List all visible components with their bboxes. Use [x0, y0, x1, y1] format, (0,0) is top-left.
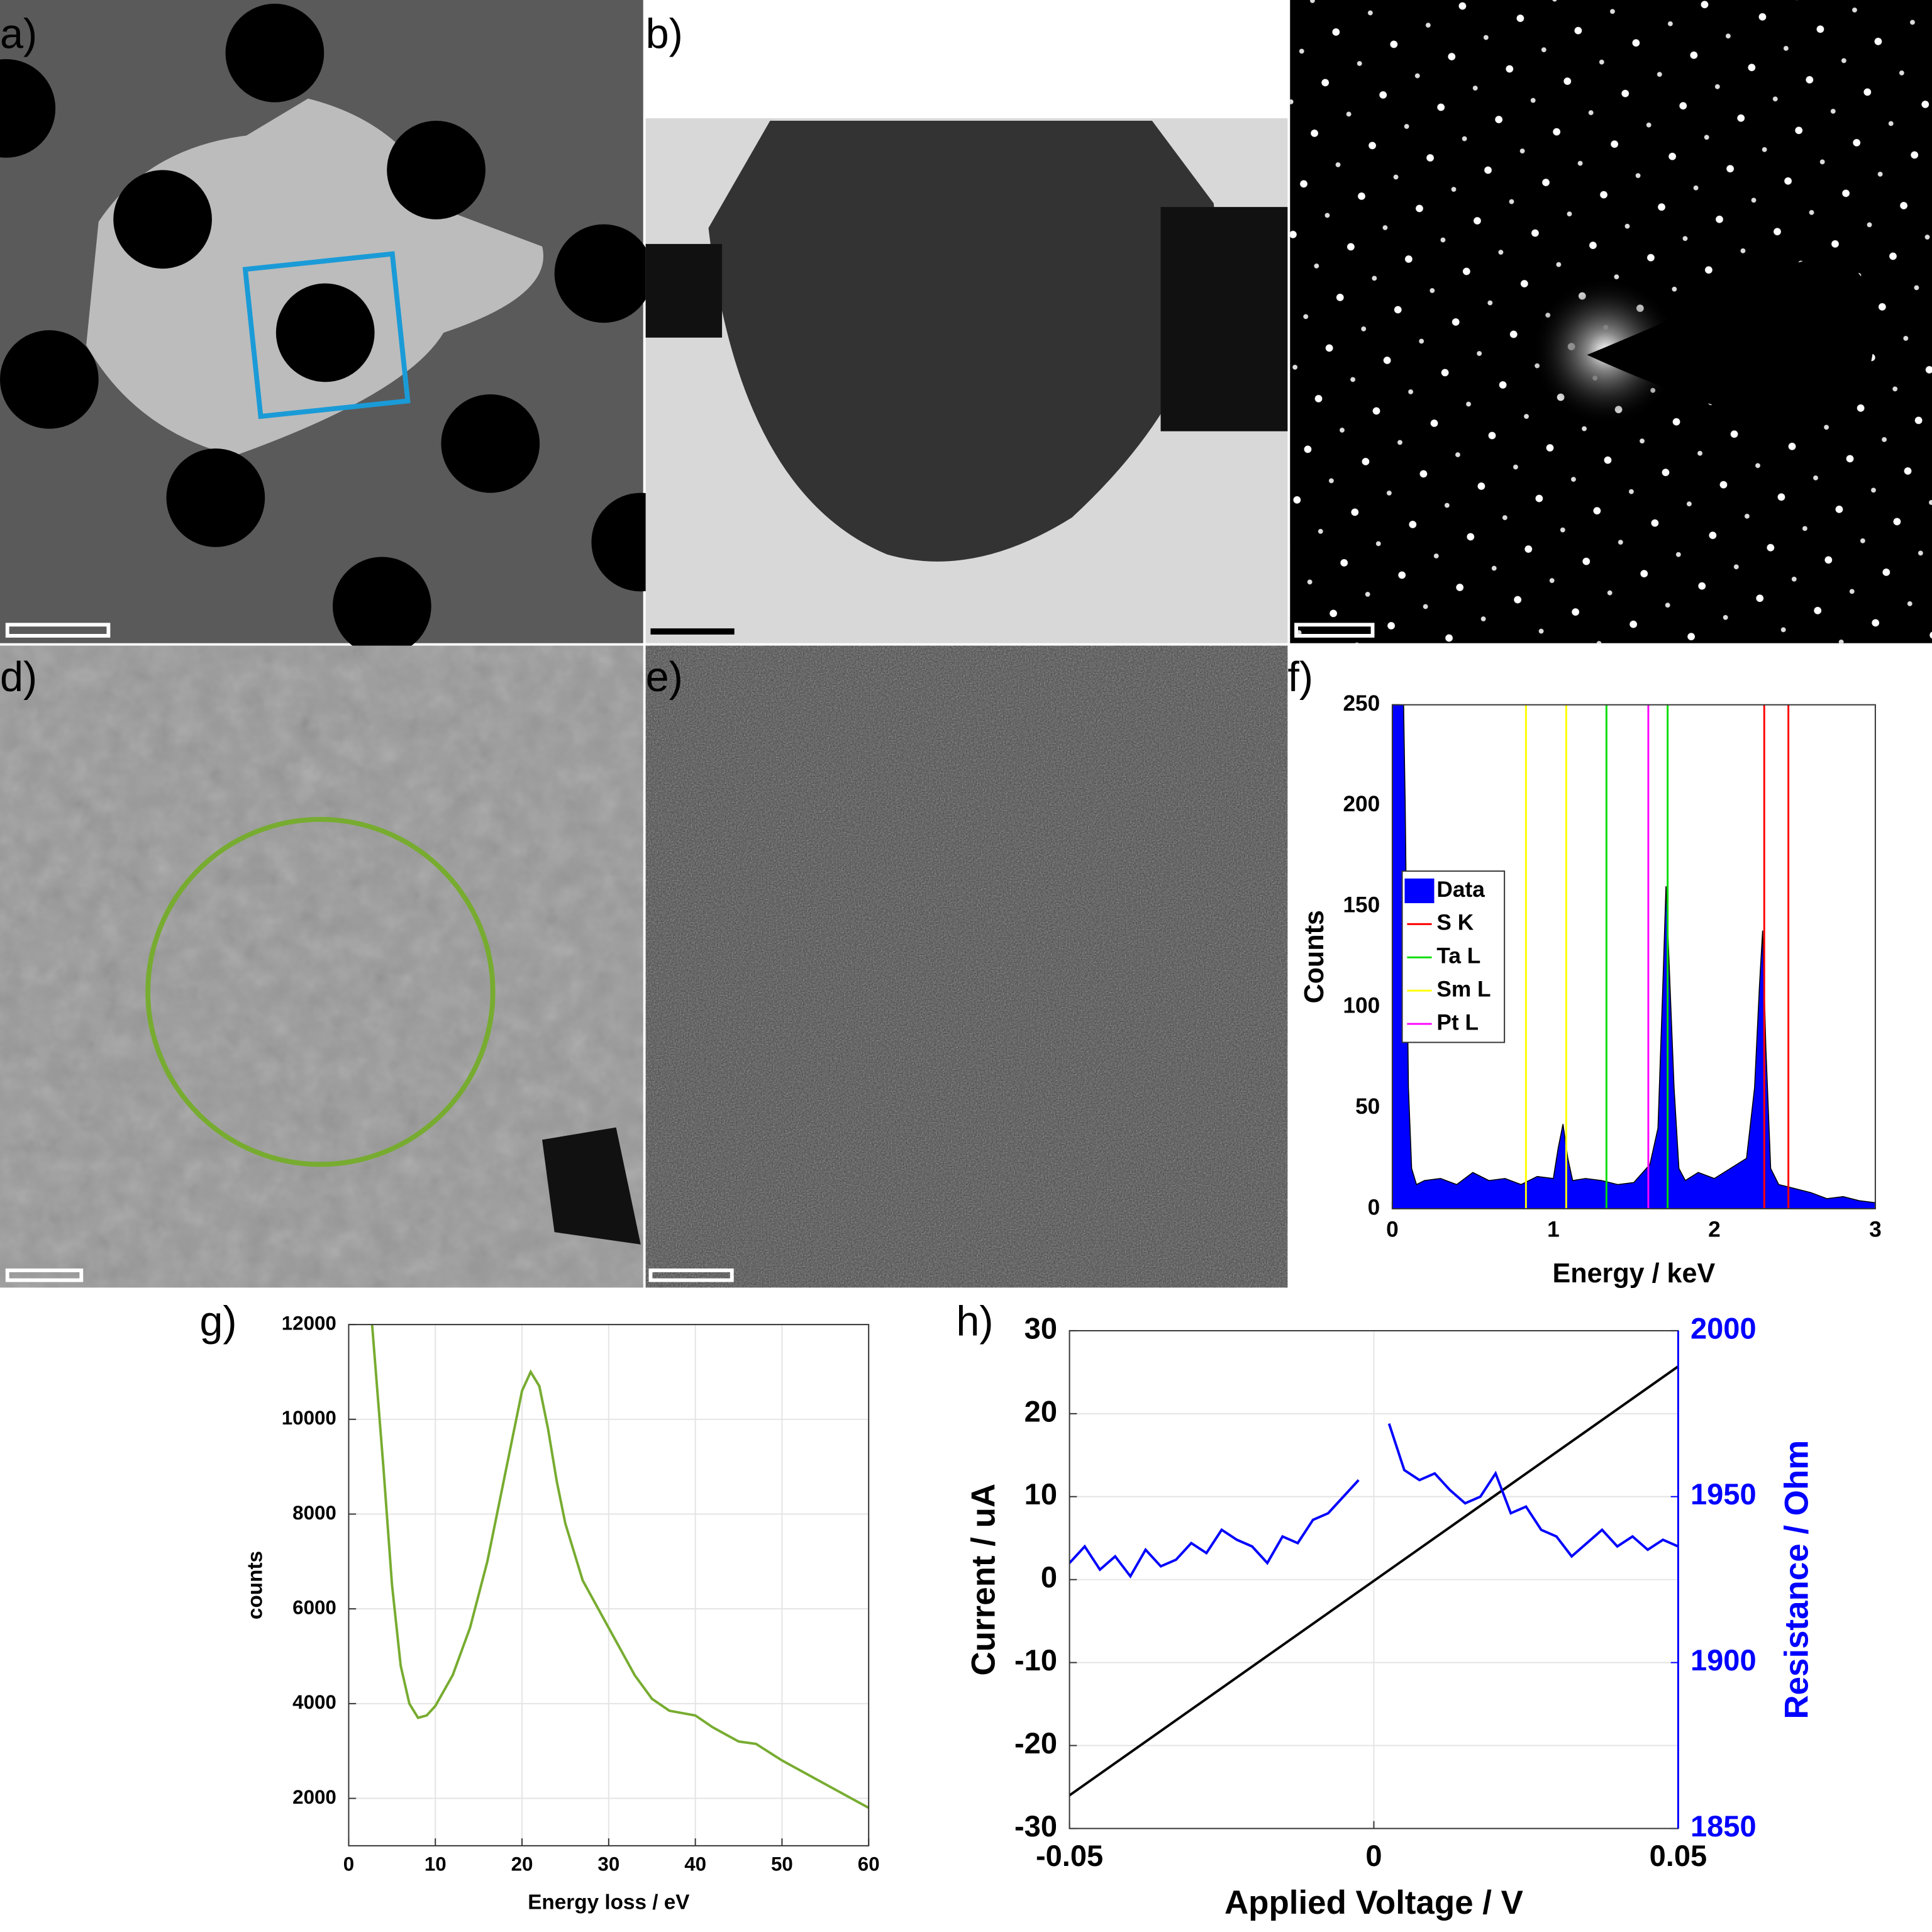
x-axis-label: Energy / keV — [1553, 1258, 1716, 1289]
y-tick-label: 50 — [1355, 1094, 1380, 1119]
axes-box — [348, 1324, 870, 1846]
plot-marks — [1392, 704, 1875, 1209]
micrograph-b — [645, 0, 1288, 643]
x-tick-label: 50 — [771, 1853, 793, 1875]
panel-label: g) — [199, 1299, 236, 1345]
x-tick-label: 20 — [511, 1853, 533, 1875]
y-tick-label: 12000 — [282, 1312, 336, 1334]
y-tick-label: 6000 — [292, 1596, 336, 1618]
x-tick-label: -0.05 — [1036, 1839, 1103, 1872]
legend-label: S K — [1436, 911, 1474, 935]
y-tick-label: 30 — [1024, 1311, 1057, 1345]
y-tick-label: 2000 — [292, 1786, 336, 1808]
y-tick-label: 4000 — [292, 1691, 336, 1713]
y-tick-label: -20 — [1014, 1726, 1057, 1760]
x-tick-label: 60 — [858, 1853, 880, 1875]
y-tick-label: 0 — [1368, 1195, 1380, 1219]
x-tick-label: 0 — [343, 1853, 354, 1875]
x-tick-label: 0.05 — [1650, 1839, 1707, 1872]
x-tick-label: 0 — [1365, 1839, 1382, 1872]
x-tick-label: 40 — [684, 1853, 706, 1875]
y-axis-label: Counts — [1299, 910, 1330, 1003]
line — [1069, 1365, 1679, 1797]
y-tick-label: -10 — [1014, 1643, 1057, 1677]
y2-tick-label: 1950 — [1690, 1477, 1757, 1511]
micrograph-c — [1290, 0, 1932, 643]
x-tick-label: 30 — [597, 1853, 619, 1875]
y2-tick-label: 2000 — [1690, 1311, 1757, 1345]
y-axis-label: Current / uA — [965, 1484, 1002, 1676]
panel-label: a) — [0, 11, 37, 57]
panel-label: d) — [0, 654, 37, 701]
line — [1069, 1423, 1679, 1579]
axes-box — [1391, 704, 1876, 1209]
y2-axis-label: Resistance / Ohm — [1778, 1440, 1815, 1719]
y-tick-label: 8000 — [292, 1502, 336, 1524]
x-axis-label: Applied Voltage / V — [1224, 1884, 1523, 1921]
x-tick-label: 3 — [1869, 1218, 1882, 1242]
y-tick-label: 10000 — [282, 1407, 336, 1429]
y-tick-label: -30 — [1014, 1809, 1057, 1843]
micrograph-a — [0, 0, 691, 656]
x-tick-label: 2 — [1708, 1218, 1721, 1242]
legend-swatch — [1404, 878, 1435, 904]
panel-label: f) — [1287, 654, 1313, 701]
line — [370, 1324, 869, 1809]
y-tick-label: 250 — [1343, 691, 1380, 716]
legend-label: Ta L — [1436, 944, 1480, 969]
panel-label: c) — [1290, 11, 1325, 57]
legend-label: Data — [1436, 877, 1485, 902]
y-tick-label: 0 — [1041, 1560, 1057, 1594]
panel-label: e) — [646, 654, 683, 701]
micrograph-e — [645, 645, 1288, 1288]
micrograph-d — [0, 645, 643, 1288]
x-tick-label: 0 — [1386, 1218, 1399, 1242]
panel-label: h) — [956, 1299, 993, 1345]
y-tick-label: 100 — [1343, 994, 1380, 1018]
panel-label: b) — [646, 11, 683, 57]
x-tick-label: 10 — [425, 1853, 447, 1875]
y-tick-label: 20 — [1024, 1394, 1057, 1428]
y-axis-label: counts — [243, 1551, 267, 1619]
legend-label: Pt L — [1436, 1010, 1479, 1035]
x-tick-label: 1 — [1547, 1218, 1560, 1242]
x-axis-label: Energy loss / eV — [528, 1891, 689, 1914]
plot-marks — [370, 1324, 869, 1809]
area — [1392, 704, 1875, 1209]
y2-tick-label: 1900 — [1690, 1643, 1757, 1677]
legend-label: Sm L — [1436, 977, 1491, 1001]
plot-marks — [1069, 1365, 1679, 1797]
y-tick-label: 200 — [1343, 792, 1380, 816]
y-tick-label: 10 — [1024, 1477, 1057, 1511]
y-tick-label: 150 — [1343, 892, 1380, 917]
y2-tick-label: 1850 — [1690, 1809, 1757, 1843]
